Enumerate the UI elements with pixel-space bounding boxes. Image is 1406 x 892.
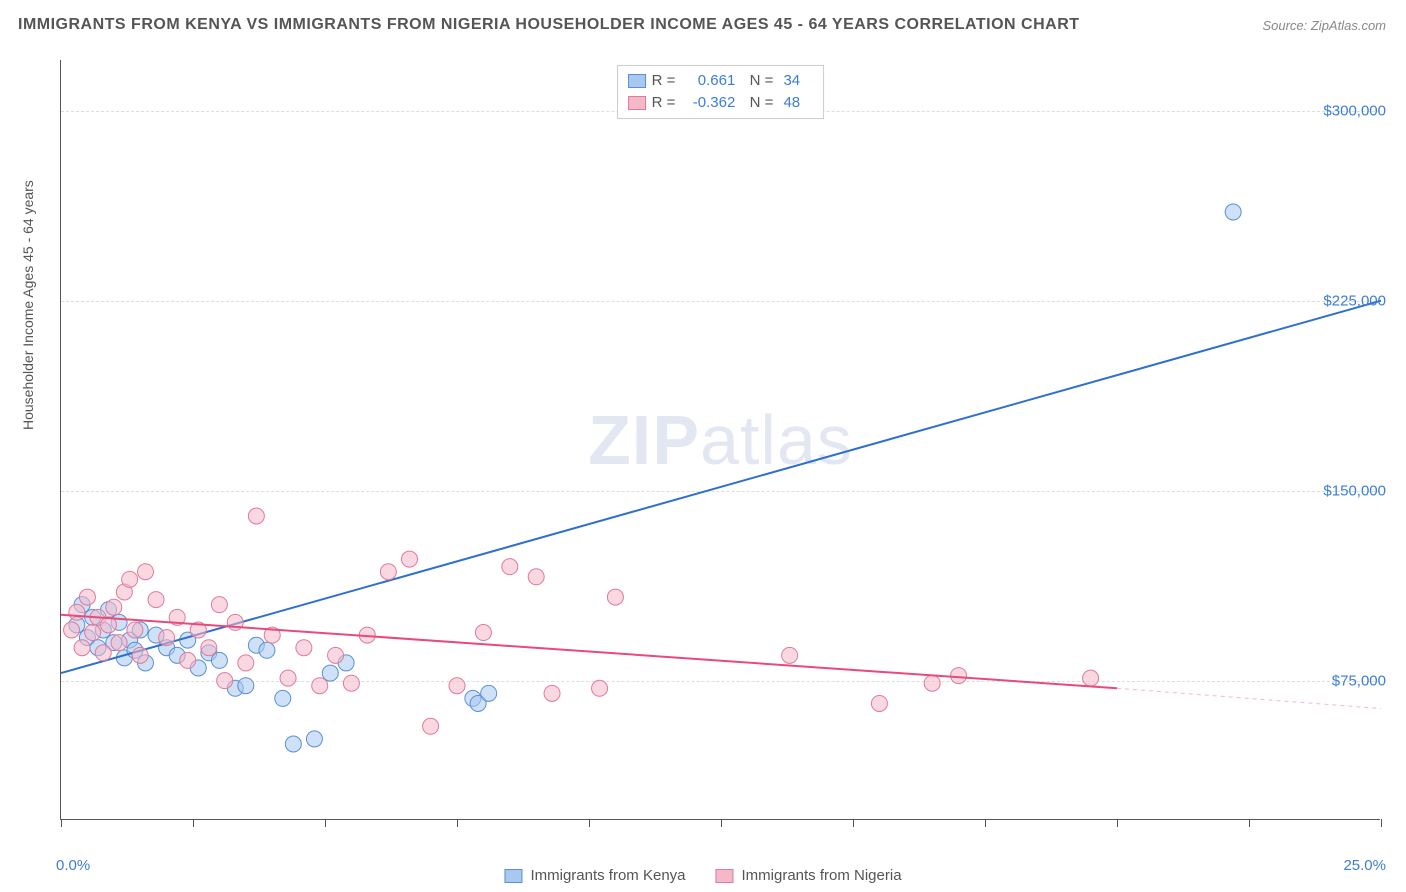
legend-n-value-nigeria: 48: [783, 92, 813, 114]
y-tick-label: $150,000: [1323, 482, 1386, 499]
legend-r-label: R =: [652, 92, 676, 114]
legend-r-value-nigeria: -0.362: [685, 92, 735, 114]
x-min-label: 0.0%: [56, 857, 90, 874]
chart-container: IMMIGRANTS FROM KENYA VS IMMIGRANTS FROM…: [0, 0, 1406, 892]
y-tick-label: $75,000: [1332, 672, 1386, 689]
legend-row-nigeria: R = -0.362 N = 48: [628, 92, 814, 114]
chart-title: IMMIGRANTS FROM KENYA VS IMMIGRANTS FROM…: [18, 16, 1080, 34]
legend-item-nigeria: Immigrants from Nigeria: [716, 867, 902, 884]
legend-swatch-kenya: [628, 74, 646, 88]
legend-swatch-nigeria: [628, 96, 646, 110]
legend-r-value-kenya: 0.661: [685, 70, 735, 92]
legend-n-label: N =: [741, 92, 773, 114]
legend-item-kenya: Immigrants from Kenya: [504, 867, 685, 884]
legend-label-kenya: Immigrants from Kenya: [530, 867, 685, 884]
x-max-label: 25.0%: [1343, 857, 1386, 874]
y-tick-label: $300,000: [1323, 102, 1386, 119]
correlation-legend: R = 0.661 N = 34 R = -0.362 N = 48: [617, 65, 825, 119]
legend-label-nigeria: Immigrants from Nigeria: [742, 867, 902, 884]
legend-n-value-kenya: 34: [783, 70, 813, 92]
legend-n-label: N =: [741, 70, 773, 92]
legend-swatch-icon: [504, 869, 522, 883]
legend-row-kenya: R = 0.661 N = 34: [628, 70, 814, 92]
series-legend: Immigrants from Kenya Immigrants from Ni…: [504, 867, 901, 884]
source-label: Source: ZipAtlas.com: [1262, 18, 1386, 33]
legend-r-label: R =: [652, 70, 676, 92]
scatter-plot: [61, 60, 1380, 819]
plot-area: ZIPatlas R = 0.661 N = 34 R = -0.362 N =…: [60, 60, 1380, 820]
legend-swatch-icon: [716, 869, 734, 883]
y-axis-label: Householder Income Ages 45 - 64 years: [20, 180, 36, 430]
y-tick-label: $225,000: [1323, 292, 1386, 309]
